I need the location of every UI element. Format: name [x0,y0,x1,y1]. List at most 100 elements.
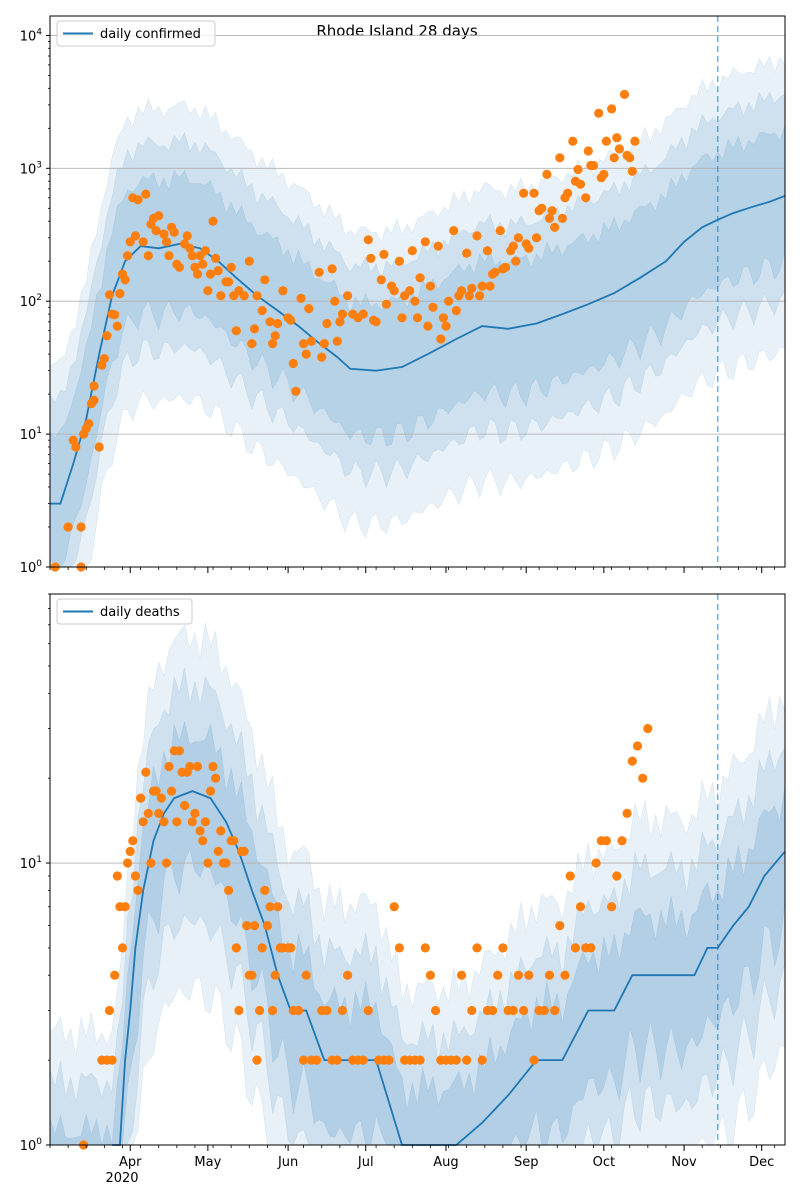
data-point [332,1055,342,1065]
data-point [555,153,565,163]
data-point [511,256,521,266]
data-point [467,283,477,293]
data-point [247,970,257,980]
data-point [187,817,197,827]
data-point [265,317,275,327]
data-point [198,259,208,269]
data-point [301,970,311,980]
data-point [524,243,534,253]
data-point [343,970,353,980]
data-point [379,249,389,259]
data-point [296,293,306,303]
data-point [425,970,435,980]
data-point [630,136,640,146]
data-point [107,1055,117,1065]
data-point [110,970,120,980]
data-point [586,943,596,953]
data-point [125,237,135,247]
data-point [472,231,482,241]
data-point [141,767,151,777]
data-point [314,267,324,277]
y-tick-label: 103 [20,160,42,177]
data-point [255,1005,265,1016]
data-point [185,761,195,772]
data-point [337,309,347,319]
data-point [138,237,148,247]
data-point [322,318,332,329]
data-point [242,921,252,931]
data-point [133,195,143,205]
data-point [591,858,601,868]
data-point [164,251,174,261]
data-point [475,291,485,301]
data-point [63,522,73,532]
data-point [449,226,459,236]
x-month-label: Nov [671,1155,697,1170]
data-point [472,943,482,953]
data-point [544,213,555,223]
data-point [286,315,296,325]
data-point [174,262,184,272]
data-point [268,1005,278,1016]
data-point [270,331,280,341]
data-point [104,1005,115,1016]
data-point [213,266,223,276]
data-point [265,902,275,912]
data-point [601,136,612,146]
data-point [397,313,407,323]
y-tick-label: 102 [20,293,42,310]
data-point [607,104,617,114]
data-point [363,235,373,245]
data-point [231,326,241,336]
data-point [84,419,94,429]
data-point [221,858,231,868]
data-point [358,1055,368,1065]
data-point [270,970,280,980]
data-point [573,164,583,175]
data-point [622,808,632,819]
data-point [601,836,612,846]
data-point [130,231,140,241]
data-point [327,264,337,274]
data-point [195,826,205,836]
data-point [612,871,622,881]
confirmed-points [50,89,640,572]
data-point [249,921,260,931]
data-point [231,943,241,953]
x-month-label: Jun [277,1155,298,1170]
data-point [208,761,218,772]
x-month-label: Sep [514,1155,539,1170]
data-point [366,253,376,263]
data-point [156,793,166,803]
data-point [136,793,146,803]
deaths-points [79,723,653,1150]
data-point [273,318,283,329]
chart-title: Rhode Island 28 days [316,22,477,40]
data-point [216,826,226,836]
data-point [293,1005,304,1016]
data-point [102,331,112,341]
deaths-x-ticks [49,1145,776,1151]
data-point [143,251,153,261]
data-point [544,970,555,980]
data-point [249,324,260,334]
y-tick-label: 101 [20,855,42,872]
data-point [151,786,161,796]
data-point [330,296,340,306]
data-point [76,522,86,532]
data-point [226,262,236,272]
data-point [438,313,448,323]
data-point [94,442,104,452]
data-point [477,281,487,291]
confirmed-axes-frame [49,15,786,568]
data-point [568,136,578,146]
data-point [570,943,581,953]
data-point [456,970,467,980]
data-point [159,817,169,827]
data-point [431,1005,441,1016]
data-point [123,251,133,261]
data-point [612,133,622,143]
data-point [200,246,210,256]
data-point [462,248,472,258]
data-point [560,970,570,980]
